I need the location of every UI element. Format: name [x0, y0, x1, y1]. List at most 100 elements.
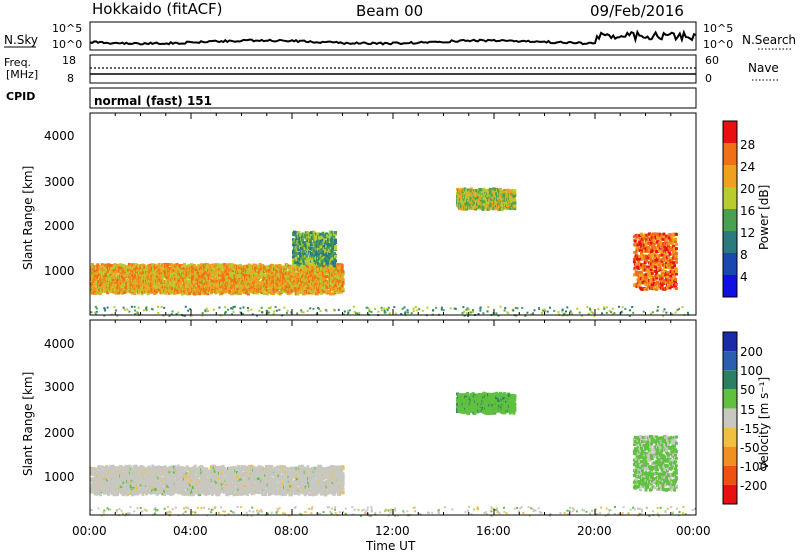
echo-cell: [179, 281, 183, 285]
echo-cell: [296, 266, 300, 269]
echo-cell: [160, 277, 164, 281]
echo-cell: [111, 282, 115, 286]
echo-cell: [93, 271, 97, 275]
echo-cell: [329, 252, 333, 256]
echo-cell: [485, 190, 489, 194]
echo-cell: [182, 282, 186, 286]
echo-cell: [251, 286, 255, 290]
echo-cell: [421, 309, 424, 312]
echo-cell: [334, 259, 337, 263]
echo-cell: [319, 286, 323, 290]
echo-cell: [186, 292, 190, 296]
echo-cell: [314, 248, 318, 252]
echo-cell: [242, 269, 246, 273]
echo-cell: [224, 306, 227, 309]
echo-cell: [406, 311, 409, 314]
echo-cell: [239, 307, 242, 310]
echo-cell: [152, 289, 156, 293]
echo-cell: [307, 237, 311, 241]
echo-cell: [246, 288, 249, 292]
echo-cell: [217, 263, 221, 267]
echo-cell: [296, 245, 300, 249]
echo-cell: [663, 242, 667, 246]
echo-cell: [110, 266, 114, 270]
echo-cell: [668, 283, 672, 287]
echo-cell: [329, 292, 332, 296]
echo-cell: [320, 255, 324, 258]
echo-cell: [95, 277, 99, 281]
echo-cell: [332, 285, 336, 289]
echo-cell: [324, 273, 328, 276]
echo-cell: [218, 265, 222, 269]
echo-cell: [294, 292, 298, 296]
echo-cell: [202, 270, 206, 273]
echo-cell: [317, 268, 321, 272]
echo-cell: [648, 232, 652, 236]
echo-cell: [426, 306, 429, 309]
echo-cell: [201, 312, 204, 315]
echo-cell: [104, 309, 107, 312]
echo-cell: [400, 313, 403, 315]
echo-cell: [218, 306, 221, 309]
echo-cell: [250, 308, 253, 311]
echo-cell: [641, 278, 645, 281]
echo-cell: [655, 232, 659, 236]
echo-cell: [294, 282, 298, 286]
echo-cell: [191, 289, 195, 293]
echo-cell: [647, 267, 651, 271]
echo-cell: [642, 243, 646, 247]
echo-cell: [297, 279, 301, 283]
echo-cell: [117, 264, 121, 268]
echo-cell: [316, 264, 320, 268]
echo-cell: [329, 248, 333, 252]
echo-cell: [300, 309, 303, 312]
echo-cell: [644, 273, 648, 277]
echo-cell: [312, 255, 316, 259]
echo-cell: [309, 252, 313, 255]
echo-cell: [135, 267, 139, 271]
echo-cell: [365, 306, 368, 309]
echo-cell: [674, 278, 677, 282]
echo-cell: [247, 277, 251, 281]
echo-cell: [280, 265, 284, 269]
power-panel: 4000 3000 2000 1000 Slant Range [km]: [21, 112, 697, 317]
echo-cell: [323, 281, 327, 285]
echo-cell: [324, 234, 328, 238]
echo-cell: [658, 268, 662, 272]
echo-cell: [175, 277, 179, 281]
echo-cell: [561, 310, 564, 313]
echo-cell: [466, 190, 470, 194]
echo-cell: [383, 307, 386, 310]
echo-cell: [304, 259, 308, 263]
echo-cell: [640, 240, 644, 244]
echo-cell: [645, 275, 649, 279]
echo-cell: [661, 237, 665, 241]
echo-cell: [306, 231, 310, 235]
echo-cell: [637, 248, 641, 252]
echo-cell: [418, 308, 421, 311]
echo-cell: [632, 235, 636, 239]
echo-cell: [220, 263, 224, 267]
echo-cell: [207, 309, 209, 312]
echo-cell: [200, 274, 204, 278]
echo-cell: [180, 285, 184, 289]
echo-cell: [108, 278, 111, 282]
echo-cell: [110, 286, 114, 290]
echo-cell: [94, 292, 98, 295]
echo-cell: [165, 276, 169, 280]
echo-cell: [200, 286, 203, 289]
echo-cell: [340, 264, 344, 267]
echo-cell: [266, 271, 270, 275]
echo-cell: [644, 244, 648, 248]
echo-cell: [403, 306, 406, 309]
echo-cell: [125, 274, 129, 278]
echo-cell: [648, 265, 652, 269]
echo-cell: [586, 306, 589, 309]
echo-cell: [151, 263, 155, 267]
echo-cell: [474, 191, 478, 195]
echo-cell: [221, 278, 225, 282]
echo-cell: [306, 286, 310, 290]
echo-cell: [459, 187, 463, 191]
echo-cell: [666, 263, 669, 267]
